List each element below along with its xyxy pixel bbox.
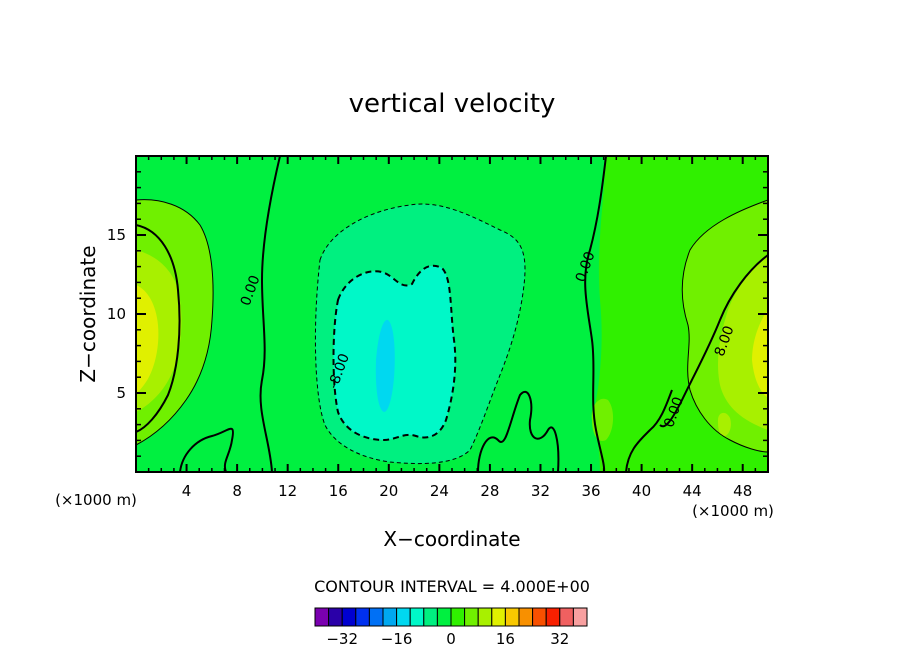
colorbar-tick-label: −16 xyxy=(381,630,413,648)
bottom-contour-wiggle-right xyxy=(625,389,673,472)
x-tick-label: 8 xyxy=(232,482,242,500)
colorbar-swatch xyxy=(504,607,520,627)
positive-contour-left xyxy=(136,224,181,433)
colorbar-swatch xyxy=(409,607,425,627)
colorbar-swatch xyxy=(491,607,506,627)
colorbar-swatch xyxy=(532,607,547,627)
colorbar-swatch xyxy=(328,607,343,627)
colorbar-swatch xyxy=(382,607,398,627)
negative-contour-dashed xyxy=(332,264,457,442)
x-tick-label: 44 xyxy=(683,482,702,500)
plot-area xyxy=(136,156,768,472)
positive-contour-right xyxy=(659,254,768,428)
x-unit-right: (×1000 m) xyxy=(692,502,774,520)
colorbar-swatch xyxy=(518,607,534,627)
colorbar-swatch xyxy=(314,607,330,627)
chart-title: vertical velocity xyxy=(349,89,556,119)
x-tick-label: 40 xyxy=(632,482,651,500)
negative-contour-outer-dashed xyxy=(314,203,526,465)
colorbar-swatch xyxy=(368,607,384,627)
colorbar-swatch xyxy=(396,607,411,627)
colorbar-tick-label: −32 xyxy=(326,630,358,648)
x-tick-label: 32 xyxy=(531,482,550,500)
x-tick-label: 48 xyxy=(733,482,752,500)
colorbar-swatch xyxy=(450,607,466,627)
colorbar-swatch xyxy=(423,607,438,627)
colorbar-tick-label: 16 xyxy=(496,630,515,648)
positive-region-left-core xyxy=(136,285,159,394)
zero-contour-left xyxy=(259,156,281,472)
y-axis-label: Z−coordinate xyxy=(76,245,100,382)
colorbar-swatch xyxy=(436,607,452,627)
x-tick-label: 36 xyxy=(581,482,600,500)
positive-region-right-peak xyxy=(752,310,768,398)
x-axis-label: X−coordinate xyxy=(383,527,520,551)
contour-interval-text: CONTOUR INTERVAL = 4.000E+00 xyxy=(314,577,590,596)
x-tick-label: 16 xyxy=(329,482,348,500)
y-tick-label: 15 xyxy=(107,226,126,244)
positive-region-right-core xyxy=(717,255,768,430)
colorbar-swatch xyxy=(341,607,357,627)
colorbar-swatch xyxy=(464,607,479,627)
x-tick-label: 24 xyxy=(430,482,449,500)
x-tick-label: 12 xyxy=(278,482,297,500)
x-unit-left: (×1000 m) xyxy=(55,491,137,509)
x-tick-label: 28 xyxy=(480,482,499,500)
colorbar-swatch xyxy=(477,607,493,627)
colorbar-swatch xyxy=(572,607,588,627)
positive-contour-thin-right xyxy=(681,199,768,453)
zero-contour-right xyxy=(584,156,607,472)
negative-region-core xyxy=(375,319,395,412)
x-tick-label: 20 xyxy=(379,482,398,500)
colorbar-swatch xyxy=(545,607,561,627)
positive-patch-b xyxy=(718,412,731,437)
colorbar-tick-label: 32 xyxy=(550,630,569,648)
y-tick-label: 10 xyxy=(107,305,126,323)
x-tick-label: 4 xyxy=(182,482,192,500)
positive-contour-thin-left xyxy=(136,199,214,446)
colorbar-swatch xyxy=(355,607,370,627)
colorbar-tick-label: 0 xyxy=(446,630,456,648)
colorbar-swatch xyxy=(559,607,574,627)
y-tick-label: 5 xyxy=(116,384,126,402)
bottom-contour-wiggle-left xyxy=(179,427,234,472)
colorbar: −32 −16 0 16 32 xyxy=(314,607,588,648)
bottom-contour-wiggle-mid xyxy=(477,390,560,472)
